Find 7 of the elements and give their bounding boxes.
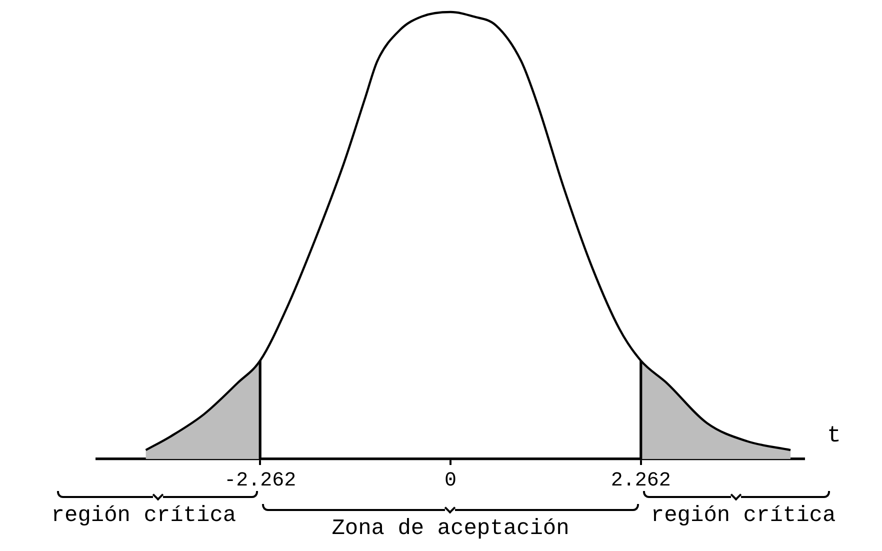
x-tick-label: -2.262 — [224, 469, 296, 492]
x-tick-label: 2.262 — [610, 469, 671, 492]
band-label: región crítica — [51, 502, 236, 528]
x-tick-label: 0 — [444, 469, 457, 492]
band-label: región crítica — [650, 502, 836, 528]
text: Zona de aceptación — [332, 516, 570, 541]
x-axis-title: t — [827, 422, 841, 449]
